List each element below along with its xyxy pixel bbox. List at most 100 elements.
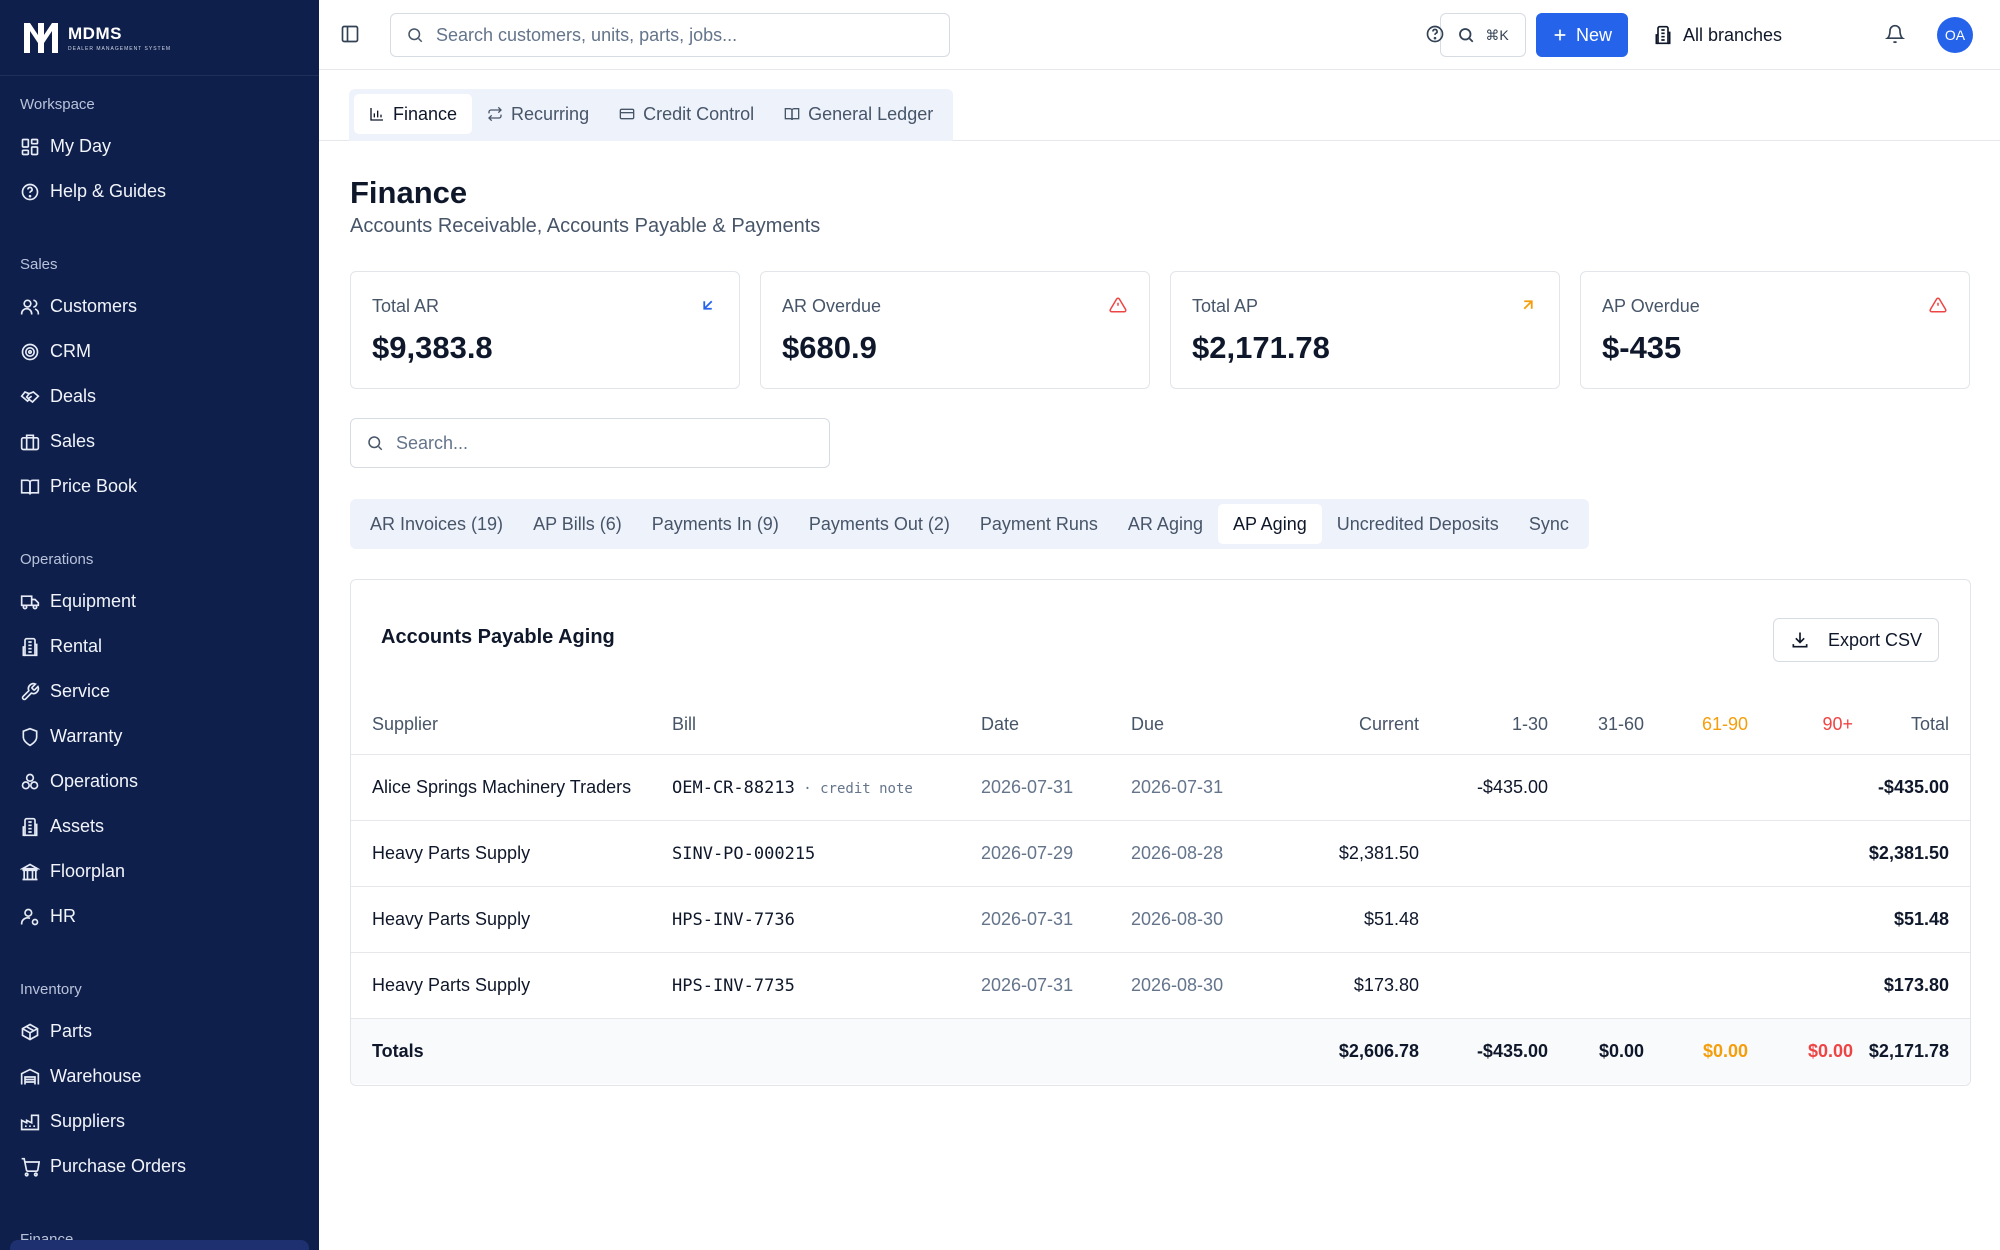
sidebar-item-hr[interactable]: HR: [0, 894, 319, 939]
finance-search[interactable]: [350, 418, 830, 468]
command-palette-button[interactable]: ⌘K: [1440, 13, 1526, 57]
table-row[interactable]: Heavy Parts Supply HPS-INV-7736 2026-07-…: [351, 886, 1970, 953]
sidebar-item-label: Operations: [50, 771, 139, 791]
cell-61-90: [1644, 820, 1748, 887]
sidebar-item-floorplan[interactable]: Floorplan: [0, 849, 319, 894]
tab-ar-aging[interactable]: AR Aging: [1127, 513, 1203, 534]
cell-31-60: [1548, 820, 1644, 887]
bank-icon: [20, 863, 40, 880]
column-header-due[interactable]: Due: [1131, 696, 1281, 755]
cell-90-plus: [1748, 886, 1853, 953]
total-total: $2,171.78: [1853, 1018, 1970, 1084]
column-header-1-30[interactable]: 1-30: [1419, 696, 1548, 755]
sidebar-toggle-icon[interactable]: [340, 24, 360, 44]
tab-payment-runs[interactable]: Payment Runs: [979, 513, 1098, 534]
cell-supplier: Heavy Parts Supply: [351, 952, 672, 1019]
book-icon: [20, 479, 40, 495]
tab-uncredited-deposits[interactable]: Uncredited Deposits: [1336, 513, 1499, 534]
alert-triangle-icon: [1929, 297, 1947, 313]
sidebar-item-customers[interactable]: Customers: [0, 284, 319, 329]
sidebar-item-sales[interactable]: Sales: [0, 419, 319, 464]
totals-row: Totals $2,606.78 -$435.00 $0.00 $0.00 $0…: [351, 1018, 1970, 1084]
sidebar-item-label: Help & Guides: [50, 181, 167, 201]
column-header-61-90[interactable]: 61-90: [1644, 696, 1748, 755]
cell-supplier: Heavy Parts Supply: [351, 820, 672, 887]
sidebar-item-crm[interactable]: CRM: [0, 329, 319, 374]
new-button[interactable]: New: [1536, 13, 1628, 57]
topbar: ⌘K New All branches OA: [319, 0, 2000, 70]
cell-90-plus: [1748, 820, 1853, 887]
tab-credit-control[interactable]: Credit Control: [604, 94, 769, 134]
page-title: Finance: [350, 175, 468, 210]
cell-supplier: Alice Springs Machinery Traders: [351, 754, 672, 821]
bell-icon[interactable]: [1885, 24, 1905, 44]
module-tabs: Finance Recurring Credit Control General…: [349, 89, 954, 141]
avatar[interactable]: OA: [1937, 17, 1973, 53]
tab-payments-in[interactable]: Payments In (9): [651, 513, 779, 534]
tab-general-ledger[interactable]: General Ledger: [769, 94, 948, 134]
table-row[interactable]: Heavy Parts Supply SINV-PO-000215 2026-0…: [351, 820, 1970, 887]
tab-ar-invoices[interactable]: AR Invoices (19): [370, 513, 504, 534]
bill-number[interactable]: SINV-PO-000215: [672, 843, 816, 864]
tab-payments-out[interactable]: Payments Out (2): [808, 513, 950, 534]
tab-recurring[interactable]: Recurring: [472, 94, 604, 134]
sidebar-item-price-book[interactable]: Price Book: [0, 464, 319, 509]
bill-number[interactable]: OEM-CR-88213: [672, 777, 795, 798]
column-header-31-60[interactable]: 31-60: [1548, 696, 1644, 755]
cog-cluster-icon: [21, 773, 39, 789]
book-open-icon: [784, 108, 800, 121]
export-csv-button[interactable]: Export CSV: [1773, 618, 1939, 662]
sidebar-item-label: Parts: [50, 1021, 93, 1041]
column-header-current[interactable]: Current: [1281, 696, 1419, 755]
cell-supplier: Heavy Parts Supply: [351, 886, 672, 953]
global-search[interactable]: [390, 13, 950, 57]
column-header-total[interactable]: Total: [1853, 696, 1970, 755]
column-header-date[interactable]: Date: [981, 696, 1131, 755]
tab-ap-bills[interactable]: AP Bills (6): [533, 513, 622, 534]
bill-number[interactable]: HPS-INV-7735: [672, 975, 795, 996]
branch-selector[interactable]: All branches: [1653, 13, 1782, 57]
finance-search-input[interactable]: [396, 432, 796, 454]
sidebar-item-parts[interactable]: Parts: [0, 1009, 319, 1054]
global-search-input[interactable]: [436, 24, 916, 46]
dashboard-icon: [21, 138, 39, 155]
sidebar-item-my-day[interactable]: My Day: [0, 124, 319, 169]
tab-finance[interactable]: Finance: [354, 94, 473, 134]
sidebar-item-label: Assets: [50, 816, 105, 836]
column-header-90-plus[interactable]: 90+: [1748, 696, 1853, 755]
total-current: $2,606.78: [1281, 1018, 1419, 1084]
app-logo[interactable]: MDMS DEALER MANAGEMENT SYSTEM: [0, 0, 319, 76]
sidebar-item-active-finance[interactable]: [10, 1240, 309, 1250]
credit-card-icon: [619, 108, 635, 120]
sidebar-item-deals[interactable]: Deals: [0, 374, 319, 419]
tab-ap-aging[interactable]: AP Aging: [1217, 504, 1322, 544]
tab-label: Credit Control: [643, 103, 755, 124]
cell-current: $173.80: [1281, 952, 1419, 1019]
sidebar-item-purchase-orders[interactable]: Purchase Orders: [0, 1144, 319, 1189]
sidebar-item-help-guides[interactable]: Help & Guides: [0, 169, 319, 214]
total-1-30: -$435.00: [1419, 1018, 1548, 1084]
bill-number[interactable]: HPS-INV-7736: [672, 909, 795, 930]
sidebar-item-equipment[interactable]: Equipment: [0, 579, 319, 624]
building-icon: [1655, 25, 1671, 45]
total-61-90: $0.00: [1644, 1018, 1748, 1084]
sidebar-item-assets[interactable]: Assets: [0, 804, 319, 849]
sidebar-item-operations[interactable]: Operations: [0, 759, 319, 804]
sidebar-item-warranty[interactable]: Warranty: [0, 714, 319, 759]
sidebar-item-rental[interactable]: Rental: [0, 624, 319, 669]
sidebar-item-label: Sales: [50, 431, 96, 451]
sidebar-item-service[interactable]: Service: [0, 669, 319, 714]
table-row[interactable]: Heavy Parts Supply HPS-INV-7735 2026-07-…: [351, 952, 1970, 1019]
column-header-bill[interactable]: Bill: [672, 696, 981, 755]
column-header-supplier[interactable]: Supplier: [351, 696, 672, 755]
table-row[interactable]: Alice Springs Machinery Traders OEM-CR-8…: [351, 754, 1970, 821]
sidebar-item-suppliers[interactable]: Suppliers: [0, 1099, 319, 1144]
sidebar-item-label: Floorplan: [50, 861, 126, 881]
tab-sync[interactable]: Sync: [1528, 513, 1569, 534]
cell-bill: OEM-CR-88213 · credit note: [672, 754, 981, 821]
new-button-label: New: [1575, 24, 1612, 45]
kpi-value: $680.9: [782, 330, 877, 365]
bill-note: credit note: [820, 780, 913, 797]
sidebar-item-warehouse[interactable]: Warehouse: [0, 1054, 319, 1099]
help-circle-icon[interactable]: [1425, 24, 1445, 44]
